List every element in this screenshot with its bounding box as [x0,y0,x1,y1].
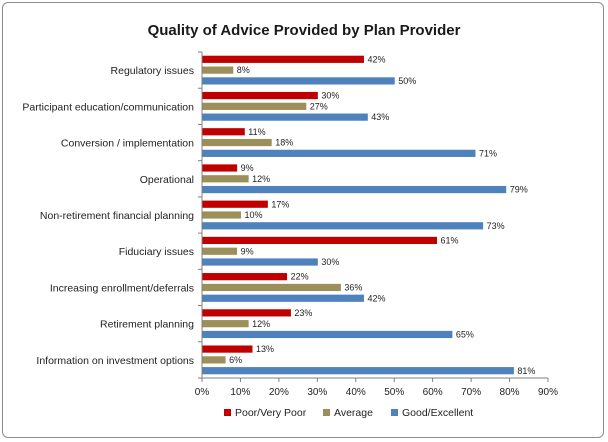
data-label: 12% [252,319,270,329]
bar-average [202,102,307,110]
bar-good-excellent [202,330,453,339]
data-label: 30% [321,257,339,267]
bar-average [202,356,226,364]
bar-good-excellent [202,222,484,230]
bar-good-excellent [202,294,364,302]
x-tick-label: 0% [195,387,210,398]
chart-title: Quality of Advice Provided by Plan Provi… [147,22,461,39]
category-label: Increasing enrollment/deferrals [50,282,194,294]
x-tick-label: 20% [269,387,289,398]
bar-poor-very-poor [202,273,288,281]
bar-good-excellent [202,367,514,375]
x-tick-label: 60% [423,387,443,398]
category-label: Regulatory issues [111,65,194,77]
bar-average [202,175,249,183]
data-label: 17% [271,199,289,209]
category-label: Participant education/communication [22,101,194,113]
data-label: 73% [487,221,505,231]
bar-poor-very-poor [202,200,268,208]
x-tick-label: 70% [461,387,481,398]
data-label: 9% [241,246,254,256]
data-label: 79% [510,185,528,195]
x-tick-label: 30% [307,387,327,398]
data-label: 13% [256,344,274,354]
bar-average [202,247,238,255]
bar-poor-very-poor [202,345,253,353]
data-label: 11% [248,127,265,137]
data-label: 50% [398,76,416,86]
category-label: Conversion / implementation [61,138,194,150]
legend-swatch [224,409,231,416]
data-label: 81% [517,366,535,376]
bar-average [202,283,341,292]
bar-good-excellent [202,77,395,85]
data-label: 43% [371,112,389,122]
legend-label: Average [334,407,373,419]
bar-good-excellent [202,185,507,194]
bar-poor-very-poor [202,164,238,172]
bar-good-excellent [202,149,476,157]
bar-poor-very-poor [202,91,318,100]
category-label: Non-retirement financial planning [40,210,194,222]
data-label: 23% [294,308,312,318]
bar-poor-very-poor [202,309,291,317]
bar-average [202,138,272,147]
data-label: 65% [456,330,474,340]
data-label: 18% [275,138,293,148]
bar-good-excellent [202,113,368,121]
data-label: 9% [241,163,254,173]
category-label: Information on investment options [36,355,194,367]
category-label: Operational [140,174,194,186]
bar-poor-very-poor [202,55,364,63]
category-label: Retirement planning [100,319,194,331]
data-label: 27% [310,101,328,111]
x-tick-label: 10% [230,387,250,398]
chart-frame [2,2,604,438]
category-label: Fiduciary issues [119,246,194,258]
data-label: 36% [344,283,362,293]
bar-good-excellent [202,258,318,266]
x-tick-label: 50% [384,387,404,398]
data-label: 6% [229,355,242,365]
bar-average [202,211,241,219]
data-label: 10% [244,210,262,220]
bar-average [202,320,249,328]
data-label: 30% [321,91,339,101]
legend-label: Good/Excellent [402,407,473,419]
legend-swatch [391,409,398,416]
data-label: 71% [479,148,497,158]
legend-swatch [323,409,330,416]
x-tick-label: 40% [346,387,366,398]
bar-poor-very-poor [202,128,245,136]
data-label: 8% [237,65,250,75]
data-label: 12% [252,174,270,184]
x-tick-label: 90% [538,387,558,398]
data-label: 42% [367,293,385,303]
legend-label: Poor/Very Poor [235,407,307,419]
bar-average [202,66,234,74]
data-label: 22% [291,272,309,282]
data-label: 42% [367,54,385,64]
data-label: 61% [441,236,459,246]
x-tick-label: 80% [500,387,520,398]
bar-poor-very-poor [202,236,438,245]
